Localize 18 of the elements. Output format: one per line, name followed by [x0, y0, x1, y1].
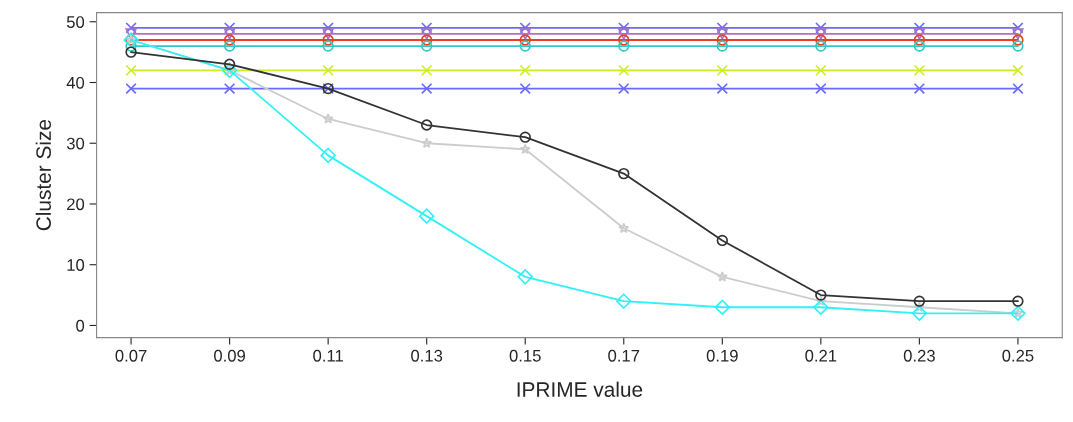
x-tick-label: 0.15	[509, 349, 541, 362]
x-tick-label: 0.09	[214, 349, 246, 362]
y-tick-label: 30	[66, 137, 85, 150]
x-tick-label: 0.13	[411, 349, 443, 362]
y-tick-label: 50	[66, 16, 85, 28]
x-tick-label: 0.11	[313, 349, 343, 362]
x-tick-label: 0.07	[115, 349, 147, 362]
y-tick-label: 20	[67, 198, 85, 211]
y-tick-label: 40	[66, 76, 85, 89]
y-axis-title: Cluster Size	[35, 119, 51, 231]
x-tick-label: 0.19	[706, 349, 738, 362]
y-tick-label: 10	[67, 259, 85, 271]
x-tick-label: 0.25	[1002, 349, 1034, 362]
x-tick-label: 0.21	[805, 349, 837, 362]
x-tick-label: 0.23	[903, 349, 935, 362]
x-tick-label: 0.17	[608, 349, 640, 362]
x-axis-title: IPRIME value	[517, 381, 643, 397]
y-tick-label: 0	[76, 319, 85, 332]
